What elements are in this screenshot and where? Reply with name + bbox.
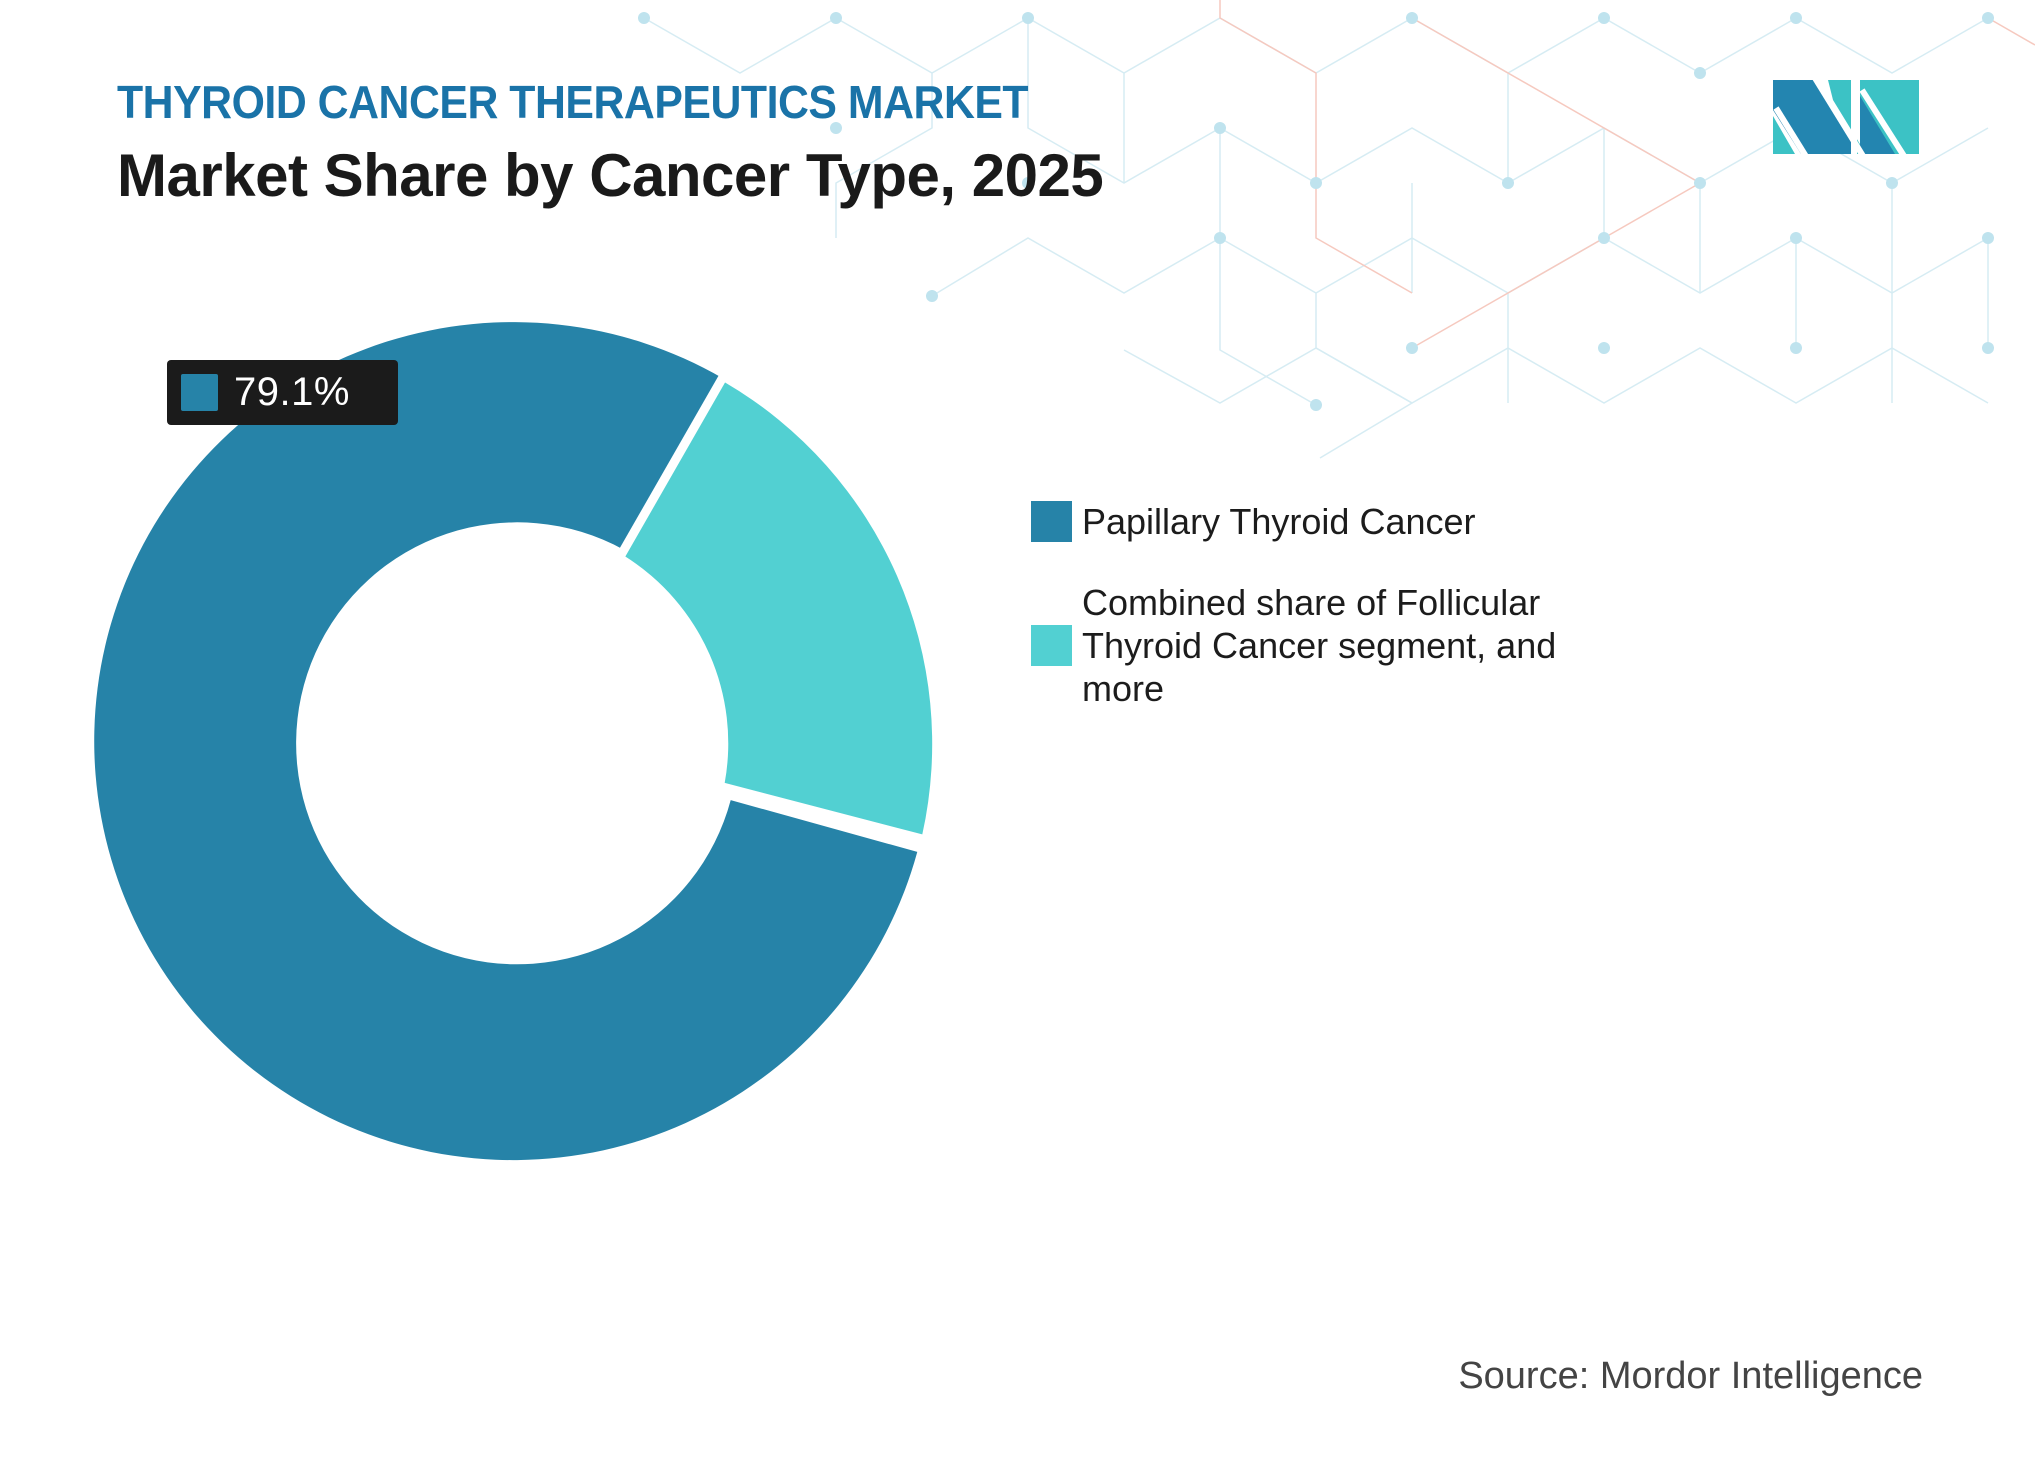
legend-label: Papillary Thyroid Cancer [1082,501,1476,542]
value-badge: 79.1% [167,360,398,425]
page-title: Market Share by Cancer Type, 2025 [117,142,1104,209]
slice-papillary-thyroid-cancer[interactable] [94,322,918,1161]
market-kicker: THYROID CANCER THERAPEUTICS MARKET [117,76,1029,128]
mordor-intelligence-logo-icon [1773,80,1919,154]
legend-swatch-papillary [1031,501,1072,542]
legend-item-follicular-and-more[interactable]: Combined share of Follicular Thyroid Can… [1031,581,1631,710]
badge-swatch [181,374,218,411]
legend-swatch-follicular-and-more [1031,625,1072,666]
source-credit: Source: Mordor Intelligence [1458,1355,1923,1397]
slice-follicular-and-more[interactable] [625,382,933,835]
badge-value: 79.1% [234,370,350,414]
legend-label: Combined share of Follicular Thyroid Can… [1082,582,1557,709]
chart-header: THYROID CANCER THERAPEUTICS MARKET Marke… [117,72,1104,216]
legend-item-papillary[interactable]: Papillary Thyroid Cancer [1031,500,1631,543]
chart-legend: Papillary Thyroid Cancer Combined share … [1031,500,1631,748]
